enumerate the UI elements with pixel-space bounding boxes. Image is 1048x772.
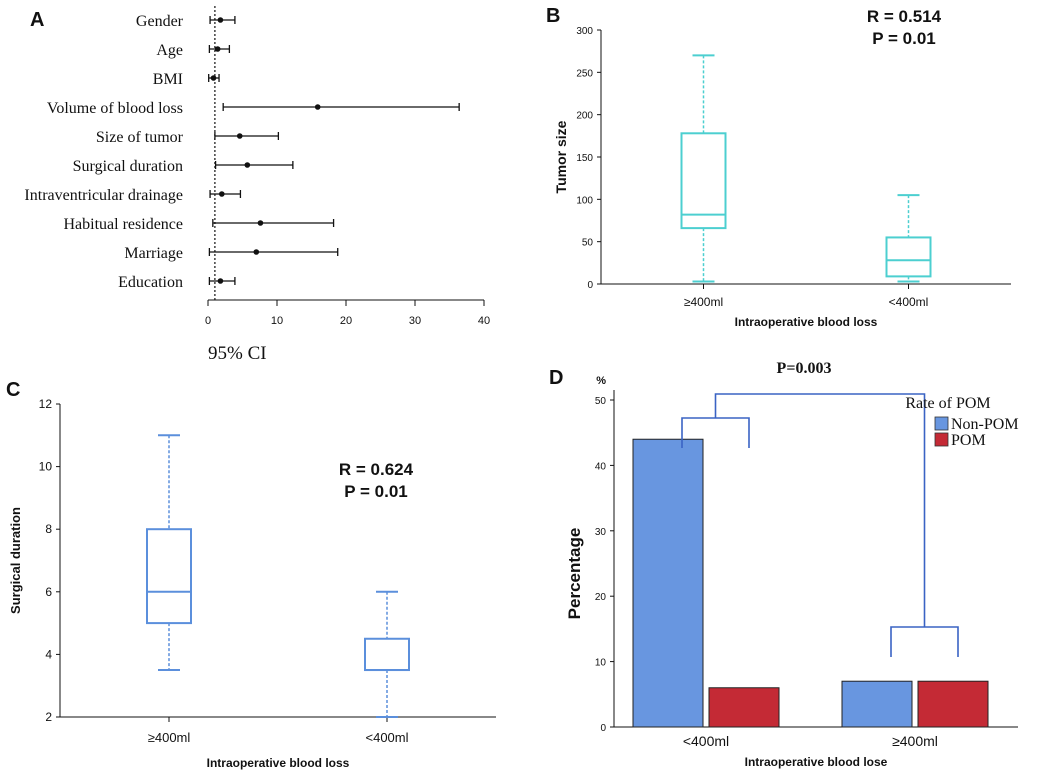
- stat-annotation: R = 0.514: [867, 7, 942, 26]
- point-estimate: [210, 75, 217, 81]
- legend-title: Rate of POM: [905, 395, 990, 412]
- row-label: Intraventricular drainage: [24, 187, 183, 204]
- point-estimate: [217, 17, 224, 23]
- panel-a-forest-plot: 0 10 20 30 40 95% CI Gender Age BMI Volume of blo…: [24, 6, 490, 364]
- point-estimate: [314, 104, 321, 110]
- point-estimate: [214, 46, 221, 52]
- row-label: Age: [156, 42, 183, 59]
- x-tick-label: 20: [340, 315, 352, 327]
- row-label: Size of tumor: [96, 129, 184, 146]
- box: [680, 132, 727, 230]
- panel-b-boxplot: 0 50 100 150 200 250 300 ≥400ml <400ml Intraopera…: [553, 7, 1011, 329]
- panel-letter-d: D: [549, 367, 563, 389]
- bar-pom: [708, 687, 780, 728]
- y-tick-label: 20: [595, 592, 607, 603]
- x-tick-label: 10: [271, 315, 283, 327]
- point-estimate: [217, 278, 224, 284]
- row-label: Habitual residence: [64, 216, 184, 233]
- bar-non-pom: [841, 680, 913, 728]
- x-axis-label: 95% CI: [208, 343, 267, 364]
- y-axis-label: Percentage: [565, 528, 584, 620]
- x-axis-label: Intraoperative blood lose: [745, 755, 888, 769]
- stat-annotation: R = 0.624: [339, 460, 414, 479]
- x-axis-label: Intraoperative blood loss: [207, 756, 350, 770]
- y-unit-label: %: [596, 375, 606, 387]
- stat-annotation: P = 0.01: [344, 482, 408, 501]
- x-tick-label: 40: [478, 315, 490, 327]
- x-tick-label: 30: [409, 315, 421, 327]
- bar-pom: [917, 680, 989, 728]
- row-label: Gender: [136, 13, 184, 30]
- point-estimate: [257, 220, 264, 226]
- x-tick-label: 0: [205, 315, 211, 327]
- y-tick-label: 250: [576, 68, 593, 79]
- category-label: <400ml: [889, 295, 929, 309]
- y-tick-label: 50: [595, 396, 607, 407]
- box: [364, 637, 410, 672]
- y-tick-label: 6: [45, 585, 52, 599]
- bracket-overall: [714, 393, 926, 627]
- stat-annotation: P = 0.01: [872, 29, 936, 48]
- y-tick-label: 8: [45, 522, 52, 536]
- point-estimate: [253, 249, 260, 255]
- y-tick-label: 30: [595, 527, 607, 538]
- category-label: ≥400ml: [684, 295, 723, 309]
- y-tick-label: 50: [582, 238, 594, 249]
- legend-swatch: [934, 432, 949, 447]
- panel-letter-b: B: [546, 5, 560, 27]
- row-label: BMI: [153, 71, 183, 88]
- y-tick-label: 40: [595, 461, 607, 472]
- row-label: Surgical duration: [73, 158, 183, 175]
- legend-label: Non-POM: [951, 416, 1019, 433]
- y-axis-label: Surgical duration: [8, 507, 23, 614]
- y-tick-label: 2: [45, 710, 52, 724]
- y-tick-label: 150: [576, 153, 593, 164]
- panel-letter-a: A: [30, 9, 44, 31]
- significance-label: P=0.003: [777, 360, 832, 377]
- y-tick-label: 0: [587, 280, 593, 291]
- row-label: Marriage: [124, 245, 183, 262]
- panel-letter-c: C: [6, 379, 20, 401]
- point-estimate: [244, 162, 251, 168]
- bar-non-pom: [632, 438, 704, 728]
- row-label: Education: [118, 274, 183, 291]
- box: [885, 236, 932, 278]
- y-tick-label: 0: [600, 723, 606, 734]
- y-tick-label: 10: [595, 658, 607, 669]
- category-label: <400ml: [683, 733, 729, 749]
- category-label: ≥400ml: [892, 733, 938, 749]
- point-estimate: [219, 191, 225, 197]
- box: [146, 528, 192, 625]
- y-tick-label: 100: [576, 195, 593, 206]
- y-tick-label: 10: [39, 460, 53, 474]
- y-tick-label: 200: [576, 111, 593, 122]
- panel-d-bar-chart: 0 10 20 30 40 50% Percentage Intraoperative blo…: [565, 360, 1019, 769]
- row-label: Volume of blood loss: [47, 100, 183, 117]
- y-tick-label: 12: [39, 397, 53, 411]
- panel-c-boxplot: 2 4 6 8 10 12 ≥400ml <400ml Intraoperative blood…: [8, 397, 496, 770]
- point-estimate: [236, 133, 243, 139]
- y-tick-label: 4: [45, 647, 52, 661]
- y-tick-label: 300: [576, 26, 593, 37]
- x-axis-label: Intraoperative blood loss: [735, 315, 878, 329]
- legend-label: POM: [951, 432, 986, 449]
- category-label: ≥400ml: [148, 730, 191, 745]
- legend-swatch: [934, 416, 949, 431]
- category-label: <400ml: [366, 730, 409, 745]
- y-axis-label: Tumor size: [553, 120, 569, 193]
- bracket-group-2: [890, 626, 959, 657]
